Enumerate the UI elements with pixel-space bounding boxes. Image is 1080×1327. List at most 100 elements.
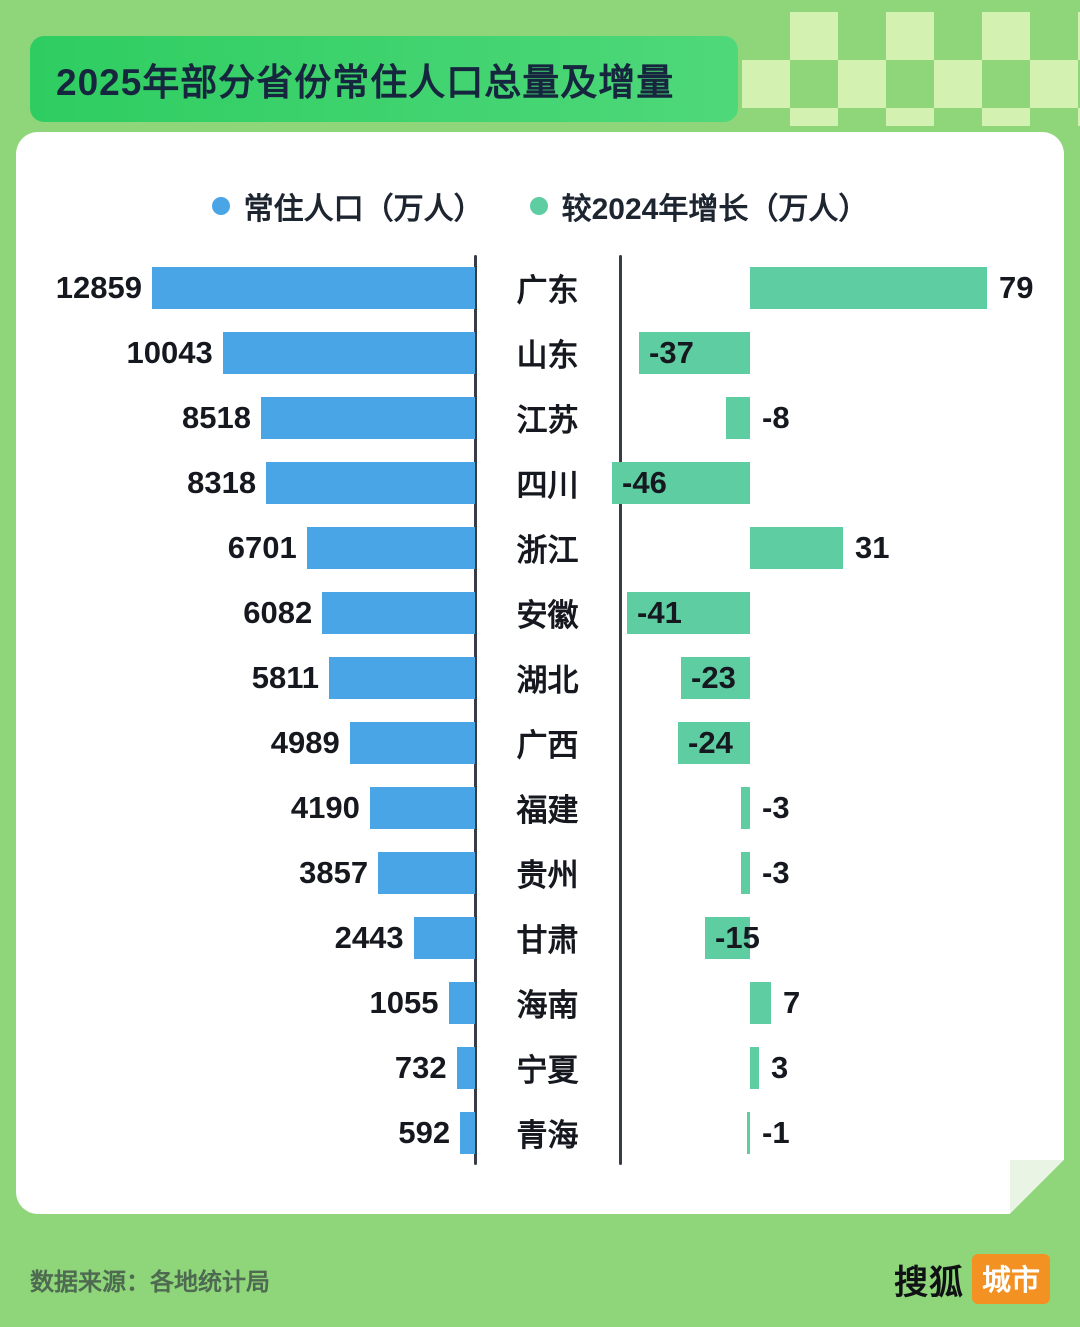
- population-value: 8318: [187, 464, 257, 500]
- growth-value: -3: [762, 789, 790, 825]
- growth-cell: -23: [620, 645, 1064, 710]
- population-bar: [349, 721, 475, 764]
- population-value: 3857: [299, 854, 369, 890]
- chart-row: 12859 广东 79: [16, 255, 1064, 320]
- page-fold-decoration: [1010, 1160, 1064, 1214]
- growth-bar: [741, 851, 750, 894]
- growth-value: -3: [762, 854, 790, 890]
- data-source-note: 数据来源：各地统计局: [30, 1269, 270, 1296]
- chart-row: 10043 山东 -37: [16, 320, 1064, 385]
- population-value: 4989: [270, 724, 340, 760]
- population-value: 12859: [55, 269, 142, 305]
- growth-value: -8: [762, 399, 790, 435]
- population-bar: [448, 981, 475, 1024]
- province-label: 福建: [516, 793, 579, 828]
- brand-name: 搜狐: [893, 1263, 964, 1302]
- chart-row: 732 宁夏 3: [16, 1035, 1064, 1100]
- chart-row: 2443 甘肃 -15: [16, 905, 1064, 970]
- chart-row: 4989 广西 -24: [16, 710, 1064, 775]
- growth-bar: [705, 916, 750, 959]
- population-cell: 10043: [16, 331, 475, 374]
- growth-bar: [627, 591, 750, 634]
- growth-cell: -37: [620, 320, 1064, 385]
- population-bar: [222, 331, 475, 374]
- population-cell: 6701: [16, 526, 475, 569]
- growth-bar: [750, 526, 843, 569]
- province-label: 贵州: [516, 858, 579, 893]
- population-bar: [266, 461, 475, 504]
- province-label: 广西: [516, 728, 579, 763]
- chart-card: 常住人口（万人） 较2024年增长（万人） 12859 广东 79 10043 山东 -3…: [16, 132, 1064, 1214]
- checkerboard-decoration: [742, 12, 1080, 126]
- growth-bar: [750, 266, 987, 309]
- growth-bar: [681, 656, 750, 699]
- chart-row: 6082 安徽 -41: [16, 580, 1064, 645]
- chart-row: 3857 贵州 -3: [16, 840, 1064, 905]
- population-value: 2443: [334, 919, 404, 955]
- legend-label-growth: 较2024年增长（万人）: [561, 193, 869, 226]
- growth-cell: 3: [620, 1035, 1064, 1100]
- legend-label-population: 常住人口（万人）: [243, 193, 484, 226]
- growth-cell: -46: [612, 450, 1064, 515]
- growth-cell: 79: [620, 255, 1064, 320]
- legend-item-population: 常住人口（万人）: [211, 184, 484, 228]
- growth-value: -41: [637, 594, 682, 630]
- growth-bar: [639, 331, 750, 374]
- growth-value: 7: [783, 984, 801, 1020]
- population-cell: 3857: [16, 851, 475, 894]
- legend-dot-population-icon: [211, 197, 230, 215]
- population-value: 732: [394, 1049, 447, 1085]
- province-label: 海南: [516, 988, 579, 1023]
- province-label: 浙江: [516, 533, 579, 568]
- population-bar: [329, 656, 475, 699]
- population-cell: 6082: [16, 591, 475, 634]
- growth-value: -15: [715, 919, 760, 955]
- growth-value: 79: [999, 269, 1034, 305]
- growth-value: 31: [855, 529, 890, 565]
- population-bar: [460, 1111, 475, 1154]
- page-title: 2025年部分省份常住人口总量及增量: [56, 62, 675, 103]
- population-cell: 592: [16, 1111, 475, 1154]
- province-label: 江苏: [516, 403, 579, 438]
- population-cell: 4989: [16, 721, 475, 764]
- growth-value: -46: [622, 464, 667, 500]
- population-value: 8518: [182, 399, 251, 435]
- province-label: 四川: [516, 468, 579, 503]
- population-value: 4190: [290, 789, 360, 825]
- population-bar: [152, 266, 475, 309]
- growth-value: -1: [762, 1114, 790, 1150]
- growth-bar: [741, 786, 750, 829]
- chart-row: 8518 江苏 -8: [16, 385, 1064, 450]
- chart-rows: 12859 广东 79 10043 山东 -37 8518 江苏 -8 8318 四川 -46 6701…: [16, 255, 1064, 1165]
- population-cell: 8318: [16, 461, 475, 504]
- growth-cell: -24: [620, 710, 1064, 775]
- growth-value: 3: [771, 1049, 789, 1085]
- growth-cell: -41: [620, 580, 1064, 645]
- province-label: 青海: [516, 1118, 579, 1153]
- province-label: 山东: [516, 338, 579, 373]
- growth-bar: [612, 461, 750, 504]
- population-bar: [322, 591, 475, 634]
- growth-axis-line: [619, 255, 622, 1165]
- population-value: 1055: [369, 984, 439, 1020]
- growth-value: -23: [691, 659, 736, 695]
- legend-dot-growth-icon: [529, 197, 548, 215]
- chart-row: 592 青海 -1: [16, 1100, 1064, 1165]
- population-bar: [261, 396, 475, 439]
- growth-bar: [750, 981, 771, 1024]
- province-label: 甘肃: [516, 923, 579, 958]
- chart-row: 1055 海南 7: [16, 970, 1064, 1035]
- growth-cell: 31: [620, 515, 1064, 580]
- chart-legend: 常住人口（万人） 较2024年增长（万人）: [16, 184, 1064, 228]
- province-label: 宁夏: [516, 1053, 579, 1088]
- population-cell: 1055: [16, 981, 475, 1024]
- population-cell: 8518: [16, 396, 475, 439]
- population-cell: 2443: [16, 916, 475, 959]
- growth-cell: -1: [620, 1100, 1064, 1165]
- growth-bar: [747, 1111, 750, 1154]
- legend-item-growth: 较2024年增长（万人）: [529, 184, 869, 228]
- population-bar: [378, 851, 475, 894]
- population-cell: 4190: [16, 786, 475, 829]
- population-value: 5811: [251, 659, 319, 695]
- brand-badge: 城市: [971, 1254, 1050, 1304]
